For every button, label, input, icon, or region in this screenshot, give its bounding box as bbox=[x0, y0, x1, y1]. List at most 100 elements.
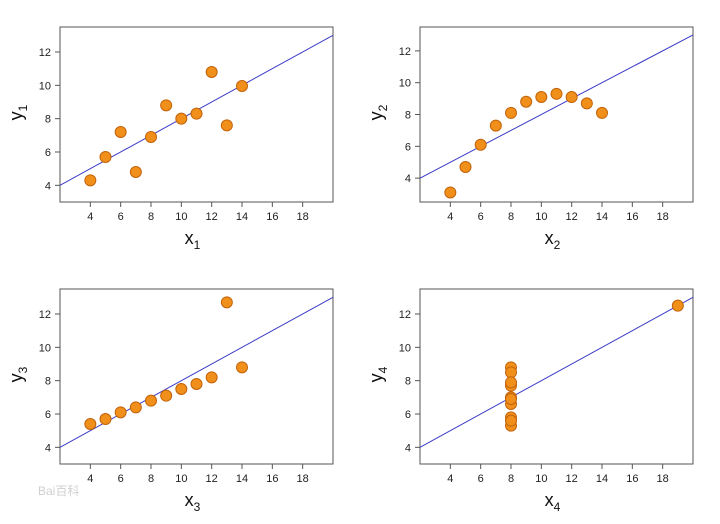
x-tick-label: 8 bbox=[508, 211, 514, 223]
data-point bbox=[160, 99, 173, 112]
data-point bbox=[505, 414, 517, 427]
x-tick-label: 12 bbox=[206, 473, 218, 485]
data-point bbox=[205, 371, 218, 384]
y-axis-title: y1 bbox=[6, 104, 30, 120]
x-tick-label: 10 bbox=[175, 473, 187, 485]
data-point bbox=[114, 126, 127, 138]
y-tick-label: 4 bbox=[405, 442, 411, 454]
x-tick-label: 10 bbox=[535, 473, 547, 485]
y-tick-label: 10 bbox=[39, 342, 51, 354]
x-tick-label: 14 bbox=[596, 473, 608, 485]
data-point bbox=[505, 393, 517, 405]
scatter-panel-3: 4 6 8 10 12 14 16 18 4 6 8 10 12 x3 y3 bbox=[6, 288, 334, 514]
x-tick-label: 8 bbox=[148, 473, 154, 485]
x-tick-label: 4 bbox=[87, 473, 93, 485]
data-point bbox=[220, 296, 233, 309]
data-point bbox=[190, 107, 203, 120]
x-tick-label: 6 bbox=[478, 211, 484, 223]
x-tick-label: 12 bbox=[566, 211, 578, 223]
data-point bbox=[520, 95, 533, 108]
data-point bbox=[84, 174, 97, 187]
x-tick-label: 18 bbox=[297, 473, 309, 485]
y-axis-title: y3 bbox=[6, 366, 30, 382]
x-tick-label: 18 bbox=[297, 211, 309, 223]
data-point bbox=[535, 91, 548, 103]
y-tick-label: 12 bbox=[39, 47, 51, 59]
data-point bbox=[459, 161, 472, 173]
x-tick-label: 6 bbox=[118, 211, 124, 223]
data-point bbox=[145, 394, 157, 407]
x-tick-label: 6 bbox=[118, 473, 124, 485]
data-point bbox=[505, 366, 517, 379]
y-tick-label: 8 bbox=[405, 110, 411, 122]
x-tick-label: 10 bbox=[535, 211, 547, 223]
data-point bbox=[565, 91, 578, 103]
x-tick-label: 8 bbox=[148, 211, 154, 223]
scatter-panel-4: 4 6 8 10 12 14 16 18 4 6 8 10 12 x4 y4 bbox=[366, 288, 694, 514]
x-tick-label: 16 bbox=[266, 473, 278, 485]
data-point bbox=[99, 413, 112, 425]
y-tick-label: 4 bbox=[45, 180, 51, 192]
y-axis-title: y4 bbox=[366, 366, 390, 382]
data-point bbox=[444, 186, 457, 199]
x-tick-label: 14 bbox=[236, 473, 248, 485]
x-tick-label: 16 bbox=[626, 211, 638, 223]
x-tick-label: 4 bbox=[447, 211, 453, 223]
data-point bbox=[220, 119, 233, 132]
data-point bbox=[190, 378, 203, 390]
x-tick-label: 16 bbox=[266, 211, 278, 223]
y-tick-label: 10 bbox=[39, 80, 51, 92]
regression-line bbox=[420, 34, 693, 179]
data-point bbox=[114, 406, 127, 419]
y-tick-label: 6 bbox=[405, 409, 411, 421]
data-point bbox=[84, 418, 97, 430]
data-point bbox=[160, 389, 173, 402]
data-point bbox=[205, 66, 218, 78]
x-tick-label: 14 bbox=[596, 211, 608, 223]
y-tick-label: 12 bbox=[399, 309, 411, 321]
data-point bbox=[550, 87, 563, 100]
scatter-panel-1: 4 6 8 10 12 14 16 18 4 6 8 10 12 x1 y1 bbox=[6, 26, 334, 252]
y-tick-label: 8 bbox=[45, 114, 51, 126]
x-tick-label: 12 bbox=[566, 473, 578, 485]
y-tick-label: 8 bbox=[45, 376, 51, 388]
y-tick-label: 6 bbox=[45, 409, 51, 421]
y-tick-label: 4 bbox=[45, 442, 51, 454]
data-point bbox=[671, 299, 684, 312]
plot-frame bbox=[419, 26, 694, 203]
x-tick-label: 18 bbox=[657, 211, 669, 223]
x-tick-label: 4 bbox=[87, 211, 93, 223]
y-tick-label: 6 bbox=[405, 141, 411, 153]
x-tick-label: 18 bbox=[657, 473, 669, 485]
data-point bbox=[474, 138, 487, 151]
data-point bbox=[129, 401, 142, 414]
x-axis-title: x3 bbox=[185, 490, 201, 514]
data-point bbox=[580, 97, 593, 110]
data-point bbox=[145, 131, 157, 143]
data-point bbox=[505, 376, 517, 389]
x-tick-label: 12 bbox=[206, 211, 218, 223]
y-axis-title: y2 bbox=[366, 104, 390, 120]
x-axis-title: x1 bbox=[185, 228, 201, 252]
data-point bbox=[99, 151, 112, 163]
data-point bbox=[129, 166, 142, 178]
x-tick-label: 4 bbox=[447, 473, 453, 485]
data-point bbox=[236, 80, 248, 92]
scatter-panel-2: 4 6 8 10 12 14 16 18 4 6 8 10 12 x2 y2 bbox=[366, 26, 694, 252]
y-tick-label: 8 bbox=[405, 376, 411, 388]
watermark-text: Bai百科 bbox=[38, 484, 79, 498]
y-tick-label: 6 bbox=[45, 147, 51, 159]
data-point bbox=[236, 361, 248, 374]
y-tick-label: 10 bbox=[399, 78, 411, 90]
data-point bbox=[175, 112, 188, 125]
x-tick-label: 10 bbox=[175, 211, 187, 223]
x-tick-label: 16 bbox=[626, 473, 638, 485]
y-tick-label: 4 bbox=[405, 173, 411, 185]
plot-frame bbox=[59, 288, 334, 465]
y-tick-label: 12 bbox=[399, 46, 411, 58]
data-point bbox=[505, 106, 517, 119]
x-tick-label: 6 bbox=[478, 473, 484, 485]
x-tick-label: 14 bbox=[236, 211, 248, 223]
y-tick-label: 12 bbox=[39, 309, 51, 321]
